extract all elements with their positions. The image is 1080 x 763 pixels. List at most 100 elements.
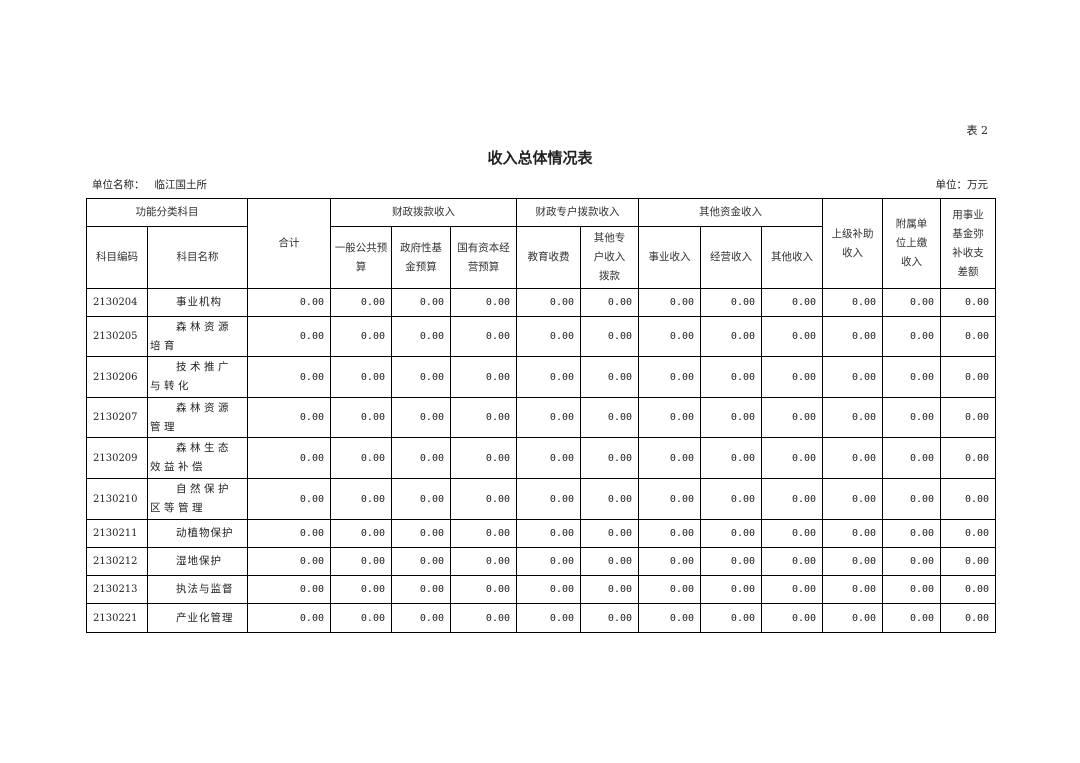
header-edu-fee: 教育收费 [516, 226, 582, 289]
table-body: 2130204 事业机构 0.00 0.00 0.00 0.00 0.00 0.00 0.00 0… [86, 288, 997, 633]
amount-cell: 0.00 [940, 547, 997, 576]
subject-code: 2130213 [86, 575, 148, 604]
amount-cell: 0.00 [330, 575, 392, 604]
amount-cell: 0.00 [516, 356, 582, 398]
subject-name-text: 森林资源管理 [150, 401, 232, 433]
header-total: 合计 [247, 198, 331, 289]
amount-cell: 0.00 [247, 316, 331, 357]
amount-cell: 0.00 [638, 575, 702, 604]
amount-cell: 0.00 [700, 316, 763, 357]
header-fiscal: 财政拨款收入 [329, 198, 518, 227]
amount-cell: 0.00 [580, 316, 640, 357]
subject-code: 2130211 [86, 519, 148, 548]
amount-cell: 0.00 [580, 437, 640, 479]
amount-cell: 0.00 [330, 316, 392, 357]
table-row: 2130207 森林资源管理 0.00 0.00 0.00 0.00 0.00 0.00 0.0… [86, 397, 997, 438]
amount-cell: 0.00 [391, 547, 451, 576]
amount-cell: 0.00 [761, 575, 824, 604]
amount-cell: 0.00 [882, 356, 942, 398]
amount-cell: 0.00 [449, 397, 518, 438]
amount-cell: 0.00 [516, 575, 582, 604]
header-business-income: 事业收入 [638, 226, 702, 289]
amount-cell: 0.00 [638, 519, 702, 548]
unit-name-value: 临江国土所 [154, 179, 208, 191]
amount-cell: 0.00 [330, 547, 392, 576]
amount-cell: 0.00 [449, 316, 518, 357]
amount-cell: 0.00 [822, 437, 884, 479]
table-number: 表 2 [966, 124, 989, 137]
amount-cell: 0.00 [761, 288, 824, 317]
header-superior-subsidy: 上级补助收入 [822, 198, 884, 289]
header-state-capital: 国有资本经营预算 [449, 226, 518, 289]
currency-unit: 单位：万元 [935, 179, 989, 191]
amount-cell: 0.00 [700, 547, 763, 576]
amount-cell: 0.00 [761, 356, 824, 398]
amount-cell: 0.00 [449, 356, 518, 398]
amount-cell: 0.00 [580, 519, 640, 548]
amount-cell: 0.00 [882, 437, 942, 479]
amount-cell: 0.00 [516, 316, 582, 357]
subject-name: 事业机构 [147, 288, 248, 317]
amount-cell: 0.00 [940, 519, 997, 548]
amount-cell: 0.00 [516, 397, 582, 438]
amount-cell: 0.00 [449, 437, 518, 479]
amount-cell: 0.00 [761, 437, 824, 479]
amount-cell: 0.00 [638, 356, 702, 398]
amount-cell: 0.00 [882, 575, 942, 604]
amount-cell: 0.00 [940, 356, 997, 398]
amount-cell: 0.00 [822, 397, 884, 438]
table-row: 2130212 湿地保护 0.00 0.00 0.00 0.00 0.00 0.00 0.00 0… [86, 547, 997, 576]
subject-name-text: 动植物保护 [176, 527, 234, 539]
amount-cell: 0.00 [580, 547, 640, 576]
amount-cell: 0.00 [580, 575, 640, 604]
table-row: 2130210 自然保护区等管理 0.00 0.00 0.00 0.00 0.00 0.00 0… [86, 478, 997, 520]
table-row: 2130213 执法与监督 0.00 0.00 0.00 0.00 0.00 0.00 0.00… [86, 575, 997, 604]
header-gov-fund: 政府性基金预算 [391, 226, 451, 289]
amount-cell: 0.00 [391, 478, 451, 520]
amount-cell: 0.00 [580, 603, 640, 633]
amount-cell: 0.00 [822, 316, 884, 357]
amount-cell: 0.00 [330, 603, 392, 633]
subject-name: 自然保护区等管理 [147, 478, 248, 520]
amount-cell: 0.00 [330, 397, 392, 438]
amount-cell: 0.00 [449, 478, 518, 520]
amount-cell: 0.00 [516, 437, 582, 479]
amount-cell: 0.00 [822, 519, 884, 548]
amount-cell: 0.00 [882, 288, 942, 317]
page-title: 收入总体情况表 [487, 149, 593, 167]
amount-cell: 0.00 [247, 478, 331, 520]
amount-cell: 0.00 [391, 316, 451, 357]
table-row: 2130221 产业化管理 0.00 0.00 0.00 0.00 0.00 0.00 0.00… [86, 603, 997, 633]
amount-cell: 0.00 [638, 316, 702, 357]
amount-cell: 0.00 [700, 519, 763, 548]
subject-code: 2130206 [86, 356, 148, 398]
subject-name-text: 事业机构 [176, 296, 222, 308]
amount-cell: 0.00 [822, 603, 884, 633]
amount-cell: 0.00 [391, 356, 451, 398]
amount-cell: 0.00 [700, 356, 763, 398]
amount-cell: 0.00 [638, 397, 702, 438]
amount-cell: 0.00 [516, 547, 582, 576]
amount-cell: 0.00 [638, 603, 702, 633]
subject-name: 森林资源管理 [147, 397, 248, 438]
subject-name-text: 森林资源培育 [150, 320, 232, 352]
amount-cell: 0.00 [330, 288, 392, 317]
amount-cell: 0.00 [940, 437, 997, 479]
header-func-subject: 功能分类科目 [86, 198, 248, 227]
amount-cell: 0.00 [391, 575, 451, 604]
amount-cell: 0.00 [516, 478, 582, 520]
amount-cell: 0.00 [247, 575, 331, 604]
amount-cell: 0.00 [940, 575, 997, 604]
amount-cell: 0.00 [822, 575, 884, 604]
table-row: 2130211 动植物保护 0.00 0.00 0.00 0.00 0.00 0.00 0.00… [86, 519, 997, 548]
amount-cell: 0.00 [761, 547, 824, 576]
amount-cell: 0.00 [940, 478, 997, 520]
header-other-funds: 其他资金收入 [638, 198, 824, 227]
amount-cell: 0.00 [882, 316, 942, 357]
header-affiliated: 附属单位上缴收入 [882, 198, 942, 289]
amount-cell: 0.00 [700, 575, 763, 604]
amount-cell: 0.00 [940, 603, 997, 633]
subject-name: 产业化管理 [147, 603, 248, 633]
amount-cell: 0.00 [700, 437, 763, 479]
amount-cell: 0.00 [882, 397, 942, 438]
